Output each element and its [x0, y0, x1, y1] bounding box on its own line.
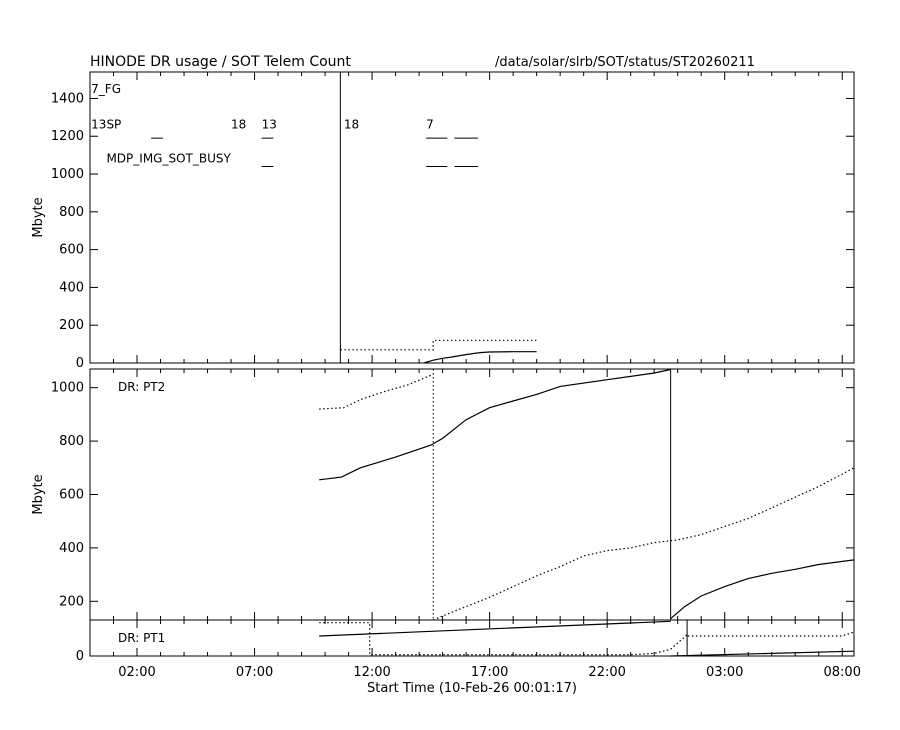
- chart-title: HINODE DR usage / SOT Telem Count: [90, 54, 351, 70]
- y-tick-label: 0: [76, 356, 84, 371]
- series-line-dotted: [319, 622, 855, 656]
- annotation-label: 7_FG: [91, 82, 121, 96]
- data-path: /data/solar/slrb/SOT/status/ST20260211: [495, 55, 755, 70]
- y-tick-label: 1000: [51, 381, 84, 396]
- y-tick-label: 800: [59, 434, 84, 449]
- x-tick-label: 17:00: [471, 665, 508, 680]
- plot-frame: [89, 619, 855, 657]
- y-tick-label: 400: [59, 280, 84, 295]
- panel-sot-telem-count: 0 200 400 600 800 1000 1200 1400 Mbyte 7_FG 13SP MD…: [31, 71, 855, 371]
- series-line: [670, 559, 855, 620]
- y-tick-label: 400: [59, 541, 84, 556]
- x-tick-label: 07:00: [236, 665, 273, 680]
- panel-label: DR: PT2: [118, 380, 165, 394]
- x-tick-label: 22:00: [588, 665, 625, 680]
- series-line: [670, 650, 855, 657]
- series-line-dotted: [319, 373, 434, 410]
- y-tick-label: 600: [59, 488, 84, 503]
- series-line-dotted: [432, 467, 855, 621]
- x-tick-label: 12:00: [353, 665, 390, 680]
- x-tick-label: 02:00: [118, 665, 155, 680]
- y-axis-label: Mbyte: [31, 197, 46, 237]
- y-tick-label: 1000: [51, 167, 84, 182]
- y-axis-label: Mbyte: [31, 474, 46, 514]
- series-line: [319, 620, 671, 637]
- annotation-label: 13SP: [91, 118, 121, 132]
- y-tick-label: 200: [59, 318, 84, 333]
- x-tick-label: 03:00: [706, 665, 743, 680]
- y-tick-label: 0: [76, 649, 84, 664]
- panel-dr-pt2: 200 400 600 800 1000 Mbyte DR: PT2: [31, 368, 855, 621]
- series-line: [319, 368, 671, 481]
- annotation-label: 18: [344, 118, 359, 132]
- y-tick-label: 200: [59, 594, 84, 609]
- x-tick-label: 08:00: [824, 665, 861, 680]
- y-tick-label: 1200: [51, 129, 84, 144]
- series-line: [423, 351, 537, 364]
- annotation-label: 13: [262, 118, 277, 132]
- y-tick-label: 600: [59, 243, 84, 258]
- x-axis-label: Start Time (10-Feb-26 00:01:17): [367, 681, 577, 696]
- annotation-label: 7: [426, 118, 434, 132]
- panel-label: DR: PT1: [118, 631, 165, 645]
- annotation-label: MDP_IMG_SOT_BUSY: [106, 152, 231, 166]
- annotation-label: 18: [231, 118, 246, 132]
- panel-dr-pt1: 0 DR: PT1 02:00 07:00 12:00 17:00 22:00 03:00 08…: [76, 619, 861, 696]
- plot-frame: [89, 368, 855, 621]
- y-tick-label: 800: [59, 205, 84, 220]
- y-tick-label: 1400: [51, 91, 84, 106]
- series-line-dotted: [340, 339, 537, 351]
- plot-frame: [89, 71, 855, 364]
